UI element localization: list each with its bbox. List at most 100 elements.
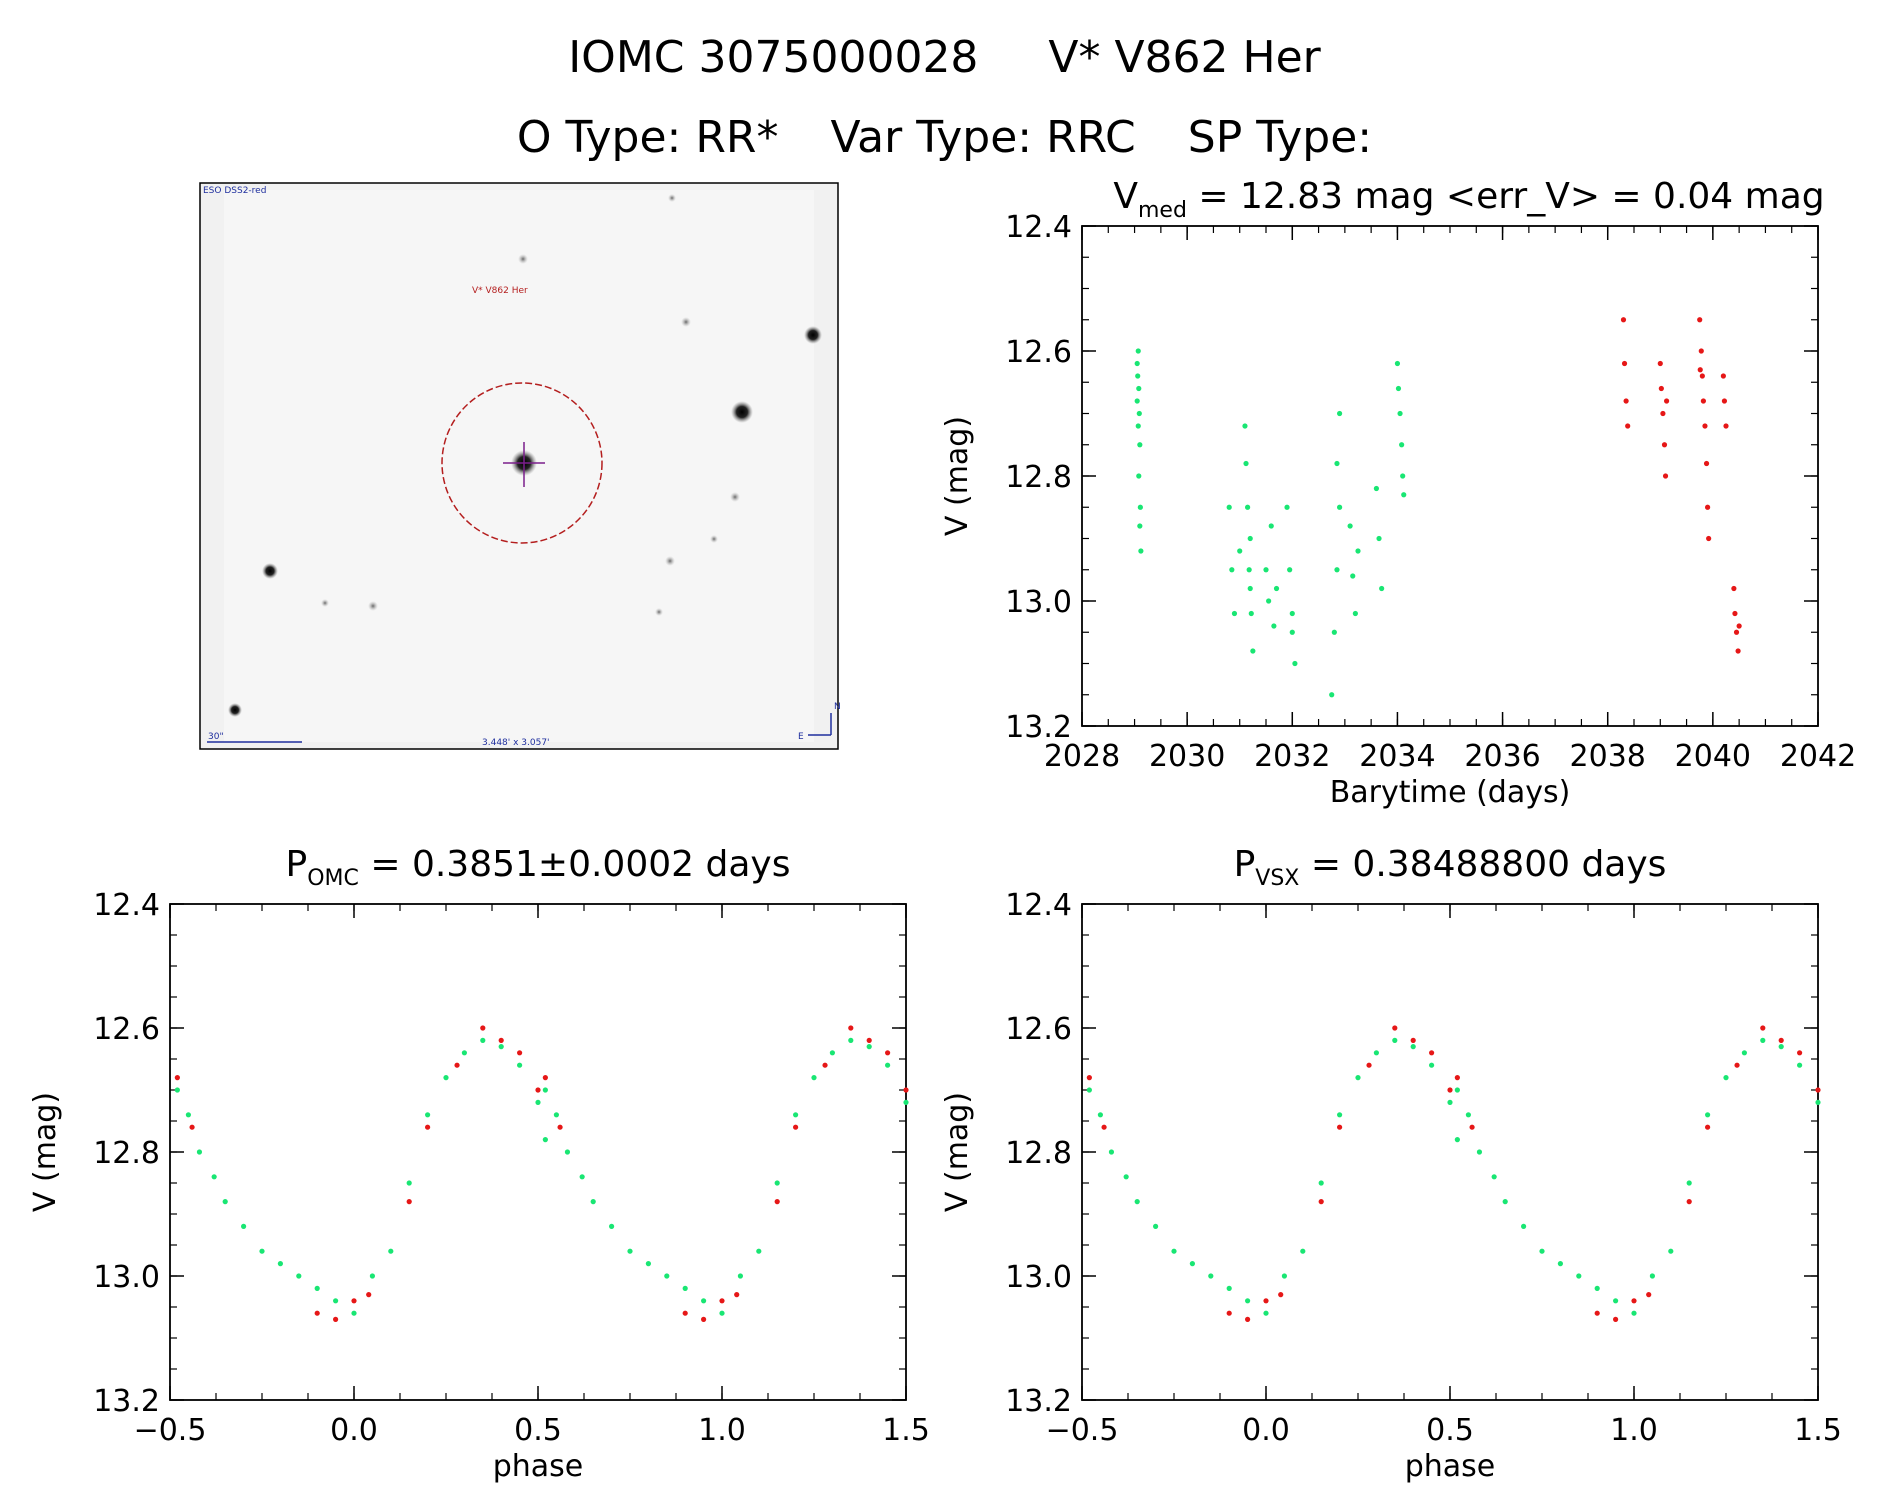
data-point: [480, 1037, 486, 1043]
field-star: [655, 608, 663, 616]
data-point: [701, 1316, 707, 1322]
data-point: [333, 1298, 339, 1304]
data-point: [535, 1087, 541, 1093]
data-point: [1337, 410, 1343, 417]
finder-target-label: V* V862 Her: [472, 286, 528, 296]
data-point: [822, 1062, 828, 1068]
data-point: [1337, 504, 1343, 510]
data-point: [1237, 548, 1243, 554]
field-star: [665, 556, 675, 566]
data-point: [1329, 692, 1335, 698]
y-tick-label: 12.4: [93, 888, 160, 923]
data-point: [1250, 648, 1256, 654]
data-point: [498, 1044, 504, 1050]
field-star: [518, 254, 528, 264]
data-point: [557, 1124, 563, 1130]
data-point: [1376, 535, 1382, 542]
data-point: [1646, 1292, 1652, 1298]
data-point: [885, 1062, 891, 1068]
x-axis-label: Barytime (days): [1330, 775, 1571, 810]
field-star: [731, 401, 753, 423]
y-tick-label: 12.6: [93, 1012, 160, 1047]
data-point: [1337, 1124, 1343, 1130]
data-point: [737, 1273, 744, 1279]
data-point: [1373, 1050, 1379, 1056]
data-point: [1502, 1199, 1508, 1205]
field-star: [668, 194, 676, 202]
data-point: [793, 1112, 799, 1118]
data-point: [1229, 567, 1235, 573]
data-point: [542, 1087, 548, 1093]
data-point: [189, 1124, 195, 1130]
y-tick-label: 13.2: [1005, 710, 1072, 745]
phase-omc-plot: POMC = 0.3851±0.0002 days −0.5 0.0 0.5 1.0 1.…: [28, 844, 930, 1484]
data-point: [1245, 504, 1251, 510]
y-axis-label: V (mag): [940, 416, 975, 536]
data-point: [1153, 1223, 1159, 1229]
data-point: [1734, 1062, 1740, 1068]
data-point: [1697, 317, 1703, 323]
data-point: [1347, 523, 1353, 529]
series-green: [174, 1037, 909, 1316]
data-point: [1699, 373, 1705, 379]
data-point: [866, 1037, 872, 1043]
x-axis-label: phase: [493, 1449, 584, 1484]
data-point: [1631, 1298, 1637, 1304]
x-tick-label: 1.5: [1794, 1413, 1842, 1448]
data-point: [1401, 492, 1407, 498]
data-point: [1661, 442, 1668, 448]
data-point: [1491, 1174, 1497, 1180]
data-point: [903, 1087, 909, 1093]
data-point: [793, 1124, 799, 1130]
data-point: [1226, 504, 1232, 510]
field-star: [321, 599, 329, 607]
star-name: V* V862 Her: [1048, 32, 1321, 83]
plot-title-subscript: OMC: [307, 866, 359, 891]
plot-title-rest: = 12.83 mag <err_V> = 0.04 mag: [1187, 176, 1825, 217]
data-point: [1465, 1112, 1471, 1118]
data-point: [1397, 410, 1403, 417]
data-point: [1171, 1248, 1177, 1254]
data-point: [196, 1149, 203, 1155]
data-point: [1366, 1062, 1372, 1068]
data-point: [1721, 398, 1728, 404]
data-point: [1242, 423, 1248, 429]
series-red: [1620, 317, 1742, 654]
data-point: [351, 1310, 357, 1316]
data-point: [1355, 1075, 1361, 1081]
plot-frame: [169, 903, 907, 1401]
data-point: [1334, 567, 1340, 573]
data-point: [542, 1075, 548, 1081]
data-point: [1289, 610, 1295, 617]
data-point: [480, 1025, 486, 1031]
data-point: [1101, 1124, 1107, 1130]
series-red: [1086, 1025, 1821, 1322]
data-point: [1281, 1273, 1287, 1279]
data-point: [1292, 660, 1298, 667]
data-point: [1245, 1316, 1251, 1322]
figure-subtitle-line: O Type: RR* Var Type: RRC SP Type:: [0, 112, 1889, 163]
data-point: [425, 1112, 431, 1118]
data-point: [1123, 1174, 1129, 1180]
data-point: [1723, 1075, 1729, 1081]
data-point: [1760, 1037, 1766, 1043]
field-star: [228, 703, 242, 717]
y-tick-label: 13.2: [1005, 1384, 1072, 1419]
data-point: [1736, 623, 1742, 629]
data-point: [314, 1285, 320, 1291]
x-tick-label: 2040: [1675, 739, 1751, 774]
data-point: [406, 1199, 412, 1205]
data-point: [1658, 385, 1664, 392]
data-point: [1108, 1149, 1115, 1155]
data-point: [1621, 360, 1628, 367]
y-tick-label: 12.6: [1005, 335, 1072, 370]
data-point: [1273, 585, 1280, 592]
data-point: [829, 1050, 836, 1056]
data-point: [1594, 1310, 1600, 1316]
data-point: [1735, 648, 1741, 654]
data-point: [1134, 1199, 1140, 1205]
data-point: [1720, 373, 1726, 379]
plot-title: PVSX = 0.38488800 days: [1234, 844, 1667, 891]
y-tick-label: 13.0: [1005, 1260, 1072, 1295]
data-point: [734, 1292, 740, 1298]
